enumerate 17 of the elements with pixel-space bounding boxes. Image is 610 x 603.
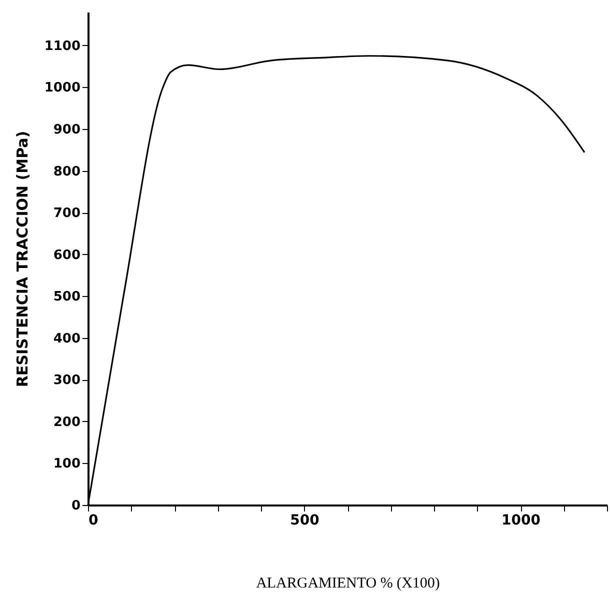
- y-tick-label: 0: [71, 498, 80, 514]
- y-tick-label: 300: [53, 373, 80, 388]
- y-tick-label: 500: [53, 290, 80, 305]
- y-tick-label: 600: [53, 248, 80, 263]
- y-tick-label: 1000: [44, 80, 80, 96]
- x-tick-label: 500: [290, 512, 320, 528]
- x-tick-label: 0: [88, 512, 98, 528]
- y-tick-label: 1100: [44, 38, 80, 54]
- x-axis-title: ALARGAMIENTO % (X100): [256, 576, 440, 592]
- y-tick-label: 100: [53, 456, 80, 472]
- x-tick-label: 1000: [502, 512, 541, 528]
- y-tick-label: 800: [53, 164, 80, 180]
- y-tick-label: 700: [53, 206, 80, 222]
- y-tick-label: 200: [53, 414, 80, 430]
- y-axis-title: RESISTENCIA TRACCION (MPa): [13, 130, 32, 388]
- y-tick-label: 900: [53, 122, 80, 138]
- y-tick-label: 400: [53, 331, 80, 346]
